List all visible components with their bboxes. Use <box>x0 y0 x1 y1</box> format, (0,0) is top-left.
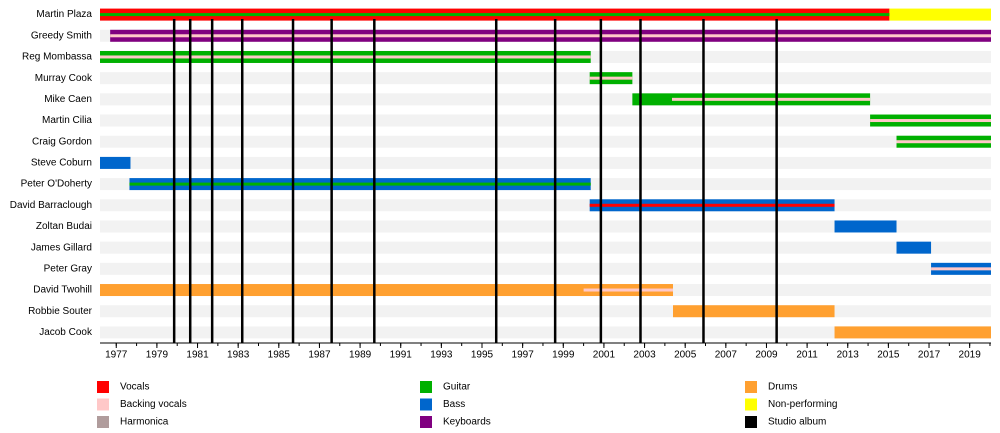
x-tick-label: 1999 <box>552 350 575 361</box>
x-tick-label: 1985 <box>268 350 291 361</box>
member-bar <box>100 156 131 169</box>
role-stripe <box>589 76 633 80</box>
x-tick-label: 2011 <box>796 350 818 361</box>
role-stripe <box>110 34 991 38</box>
x-tick-label: 2007 <box>715 350 738 361</box>
legend-label: Bass <box>443 399 465 410</box>
legend-swatch <box>97 381 109 393</box>
member-name: Zoltan Budai <box>36 221 92 232</box>
member-name: Peter Gray <box>44 263 92 274</box>
row-band <box>100 72 991 85</box>
x-tick-label: 1981 <box>186 350 209 361</box>
x-tick-label: 1991 <box>390 350 413 361</box>
x-tick-label: 1993 <box>430 350 453 361</box>
member-name: David Barraclough <box>10 200 92 211</box>
legend-swatch <box>420 416 432 428</box>
legend-label: Guitar <box>443 382 471 393</box>
legend-swatch <box>97 398 109 411</box>
row-band <box>100 135 991 148</box>
legend-swatch <box>420 381 432 393</box>
member-bar <box>673 305 835 318</box>
member-bar <box>834 220 897 233</box>
legend-label: Keyboards <box>443 417 491 428</box>
member-name: Reg Mombassa <box>22 52 92 63</box>
member-name: Greedy Smith <box>31 30 92 41</box>
legend-swatch <box>420 398 432 411</box>
x-tick-label: 2015 <box>877 350 900 361</box>
role-stripe <box>896 140 991 144</box>
row-band <box>100 326 991 339</box>
member-name: Peter O'Doherty <box>21 179 92 190</box>
x-tick-label: 2009 <box>755 350 778 361</box>
legend-label: Studio album <box>768 417 826 428</box>
row-band <box>100 262 991 275</box>
x-tick-label: 2013 <box>837 350 860 361</box>
x-tick-label: 2003 <box>633 350 656 361</box>
member-name: Steve Coburn <box>31 158 92 169</box>
role-stripe <box>129 182 591 186</box>
row-band <box>100 241 991 254</box>
member-name: Murray Cook <box>35 73 93 84</box>
member-name: Martin Plaza <box>36 9 92 20</box>
x-tick-label: 2001 <box>593 350 616 361</box>
member-bar <box>834 326 991 339</box>
x-tick-label: 1983 <box>227 350 250 361</box>
x-tick-label: 2017 <box>918 350 941 361</box>
x-tick-label: 2005 <box>674 350 697 361</box>
legend-label: Drums <box>768 382 797 393</box>
legend-label: Non-performing <box>768 399 837 410</box>
member-name: Mike Caen <box>44 94 92 105</box>
role-stripe <box>589 203 835 207</box>
role-stripe <box>100 55 591 59</box>
x-tick-label: 1995 <box>471 350 494 361</box>
legend-swatch <box>745 381 757 393</box>
x-tick-label: 1997 <box>512 350 535 361</box>
x-tick-label: 1989 <box>349 350 372 361</box>
row-band <box>100 199 991 212</box>
member-name: David Twohill <box>33 285 92 296</box>
legend-swatch <box>745 398 757 411</box>
role-stripe <box>870 119 991 123</box>
role-stripe <box>583 288 674 292</box>
legend-label: Backing vocals <box>120 399 187 410</box>
role-stripe <box>671 97 871 101</box>
x-tick-label: 1977 <box>105 350 128 361</box>
row-band <box>100 220 991 233</box>
member-name: Craig Gordon <box>32 136 92 147</box>
legend-swatch <box>97 416 109 428</box>
role-stripe <box>931 267 991 271</box>
x-tick-label: 2019 <box>959 350 982 361</box>
member-name: Jacob Cook <box>39 327 93 338</box>
row-band <box>100 305 991 318</box>
row-band <box>100 114 991 127</box>
x-tick-label: 1979 <box>146 350 169 361</box>
legend-label: Harmonica <box>120 417 169 428</box>
member-name: Martin Cilia <box>42 115 92 126</box>
legend-swatch <box>745 416 757 428</box>
x-tick-label: 1987 <box>308 350 331 361</box>
member-name: James Gillard <box>31 242 92 253</box>
member-name: Robbie Souter <box>28 306 93 317</box>
member-bar <box>896 241 932 254</box>
row-band <box>100 156 991 169</box>
role-stripe <box>100 13 890 17</box>
member-bar <box>889 8 991 21</box>
legend-label: Vocals <box>120 382 149 393</box>
